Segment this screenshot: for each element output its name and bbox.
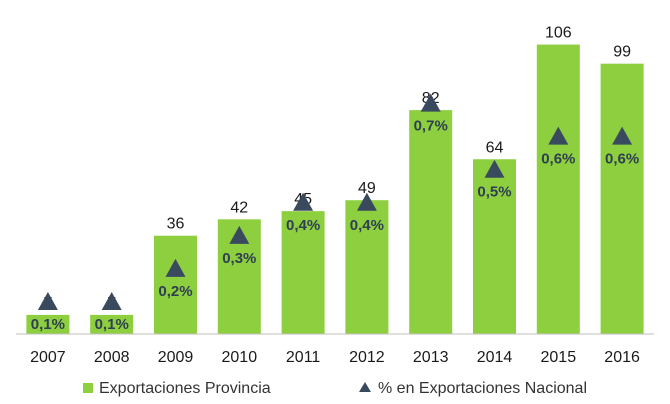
- marker-layer: [37, 93, 633, 310]
- legend-swatch-bars: [83, 383, 93, 393]
- percent-label-2013: 0,7%: [414, 118, 448, 135]
- bar-2016: [600, 63, 644, 335]
- bar-value-label-2010: 42: [230, 199, 248, 216]
- x-tick-labels: 2007 2008 2009 2010 2011 2012 2013 2014 2015 2016: [30, 349, 640, 366]
- x-tick-label-2014: 2014: [477, 349, 513, 366]
- percent-label-2007: 0,1%: [31, 316, 65, 333]
- percent-label-2012: 0,4%: [350, 217, 384, 234]
- x-tick-label-2011: 2011: [286, 349, 321, 366]
- legend-swatch-markers: [359, 382, 371, 392]
- percent-label-2016: 0,6%: [605, 151, 639, 168]
- x-tick-label-2007: 2007: [30, 349, 66, 366]
- percent-label-2015: 0,6%: [541, 151, 575, 168]
- bar-2009: [154, 235, 197, 334]
- bar-2014: [473, 159, 516, 334]
- percent-labels: 0,1% 0,1% 0,2% 0,3% 0,4% 0,4% 0,7% 0,5% 0,6% 0,6%: [31, 118, 639, 333]
- percent-label-2010: 0,3%: [222, 250, 256, 267]
- bar-2008: [90, 314, 134, 334]
- x-tick-label-2013: 2013: [413, 349, 449, 366]
- legend-label-markers: % en Exportaciones Nacional: [378, 380, 587, 397]
- legend-label-bars: Exportaciones Provincia: [99, 380, 271, 397]
- marker-2012: [356, 192, 377, 211]
- bar-value-labels: 7736424549826410699: [43, 25, 631, 312]
- marker-2010: [229, 225, 250, 244]
- x-tick-label-2015: 2015: [541, 349, 577, 366]
- bar-value-label-2012: 49: [358, 180, 376, 197]
- bar-2011: [281, 211, 325, 334]
- x-tick-label-2008: 2008: [94, 349, 130, 366]
- percent-label-2011: 0,4%: [286, 217, 320, 234]
- marker-2009: [165, 258, 186, 277]
- bar-2012: [345, 200, 389, 334]
- legend: Exportaciones Provincia % en Exportacion…: [83, 380, 587, 397]
- x-tick-label-2010: 2010: [222, 349, 258, 366]
- bar-value-label-2009: 36: [167, 216, 185, 233]
- bars-layer: [26, 44, 644, 335]
- marker-2007: [37, 291, 58, 310]
- x-tick-label-2009: 2009: [158, 349, 194, 366]
- bar-value-label-2016: 99: [613, 44, 631, 61]
- bar-value-label-2015: 106: [545, 25, 572, 42]
- marker-2014: [484, 159, 505, 178]
- marker-2015: [548, 126, 569, 145]
- x-tick-label-2012: 2012: [349, 349, 385, 366]
- bar-2015: [536, 44, 580, 334]
- bar-2007: [26, 314, 70, 334]
- percent-label-2009: 0,2%: [158, 283, 192, 300]
- bar-2013: [409, 110, 453, 335]
- marker-2011: [293, 192, 314, 211]
- percent-label-2014: 0,5%: [477, 184, 511, 201]
- x-tick-label-2016: 2016: [604, 349, 640, 366]
- percent-label-2008: 0,1%: [95, 316, 129, 333]
- marker-2016: [612, 126, 633, 145]
- marker-2013: [420, 93, 441, 112]
- marker-2008: [101, 291, 122, 310]
- bar-value-label-2014: 64: [486, 139, 504, 156]
